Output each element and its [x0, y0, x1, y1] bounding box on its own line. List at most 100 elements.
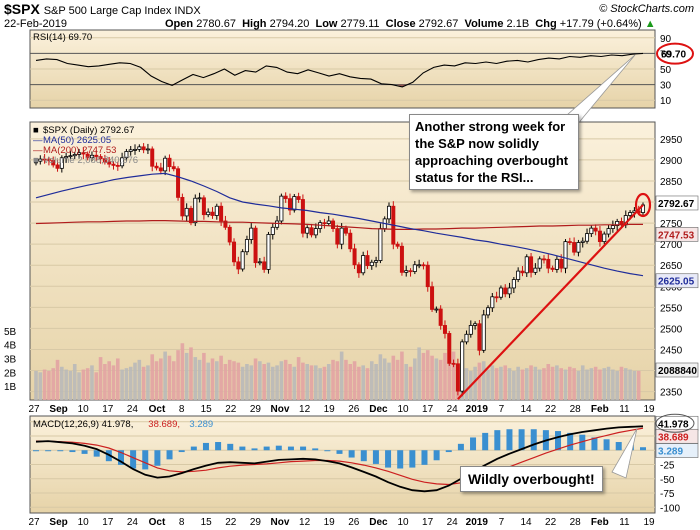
ma50-line: [35, 172, 644, 277]
volume-bar: [357, 366, 361, 400]
price-x-label: Sep: [49, 404, 67, 415]
price-legend-marker: ■: [33, 125, 39, 136]
macd-tick-label: -50: [660, 475, 675, 486]
volume-tag: [655, 362, 699, 378]
price-x-label: 14: [520, 404, 532, 415]
macd-histogram-bar: [300, 446, 307, 451]
volume-bar: [434, 358, 439, 400]
candle-body: [559, 258, 564, 269]
candle-body: [567, 241, 572, 244]
ma200-tag-text: 2747.53: [658, 230, 695, 241]
candle-body: [498, 287, 503, 298]
volume-bar: [90, 365, 94, 400]
signal-tag-text: 38.689: [658, 432, 689, 443]
ohlc-stats: Open 2780.67 High 2794.20 Low 2779.11 Cl…: [165, 18, 656, 30]
volume-bar: [417, 347, 421, 400]
macd-signal-line: [36, 427, 644, 486]
macd-histogram-bar: [275, 445, 282, 451]
price-x-label: 27: [28, 404, 40, 415]
volume-bar: [292, 366, 297, 400]
volume-bar: [94, 372, 99, 400]
volume-bar: [283, 359, 288, 400]
volume-bar: [555, 365, 559, 400]
candle-body: [55, 164, 60, 169]
macd-line: [35, 425, 644, 493]
macd-histogram-bar: [348, 450, 355, 458]
price-x-label: 22: [225, 404, 237, 415]
volume-bar: [425, 350, 430, 400]
volume-bar: [64, 369, 68, 400]
candle-body: [550, 267, 555, 270]
volume-bar: [34, 370, 38, 400]
volume-bar: [335, 361, 340, 400]
macd-histogram-bar: [409, 450, 416, 468]
volume-bar: [520, 369, 525, 400]
price-x-label: 28: [570, 404, 582, 415]
rsi-tick-label: 90: [660, 34, 672, 45]
macd-histogram-bar: [640, 447, 646, 451]
candle-body: [201, 197, 206, 216]
volume-bar: [473, 366, 477, 400]
macd-histogram-bar: [518, 429, 525, 451]
volume-bar: [288, 364, 292, 400]
volume-bar: [189, 347, 193, 400]
volume-bar: [361, 365, 365, 400]
volume-bar: [215, 361, 219, 400]
volume-bar: [111, 365, 116, 400]
candle-body: [589, 227, 594, 235]
candle-body: [343, 227, 348, 234]
volume-bar: [438, 359, 443, 400]
macd-x-label: Dec: [369, 517, 388, 528]
candle-body: [163, 157, 168, 172]
candle-body: [412, 264, 417, 272]
change-value: +17.79 (+0.64%): [559, 18, 642, 30]
candle-body: [68, 155, 73, 158]
volume-bar: [348, 364, 353, 400]
candle-body: [223, 220, 228, 228]
rsi-tick-label: 30: [660, 81, 672, 92]
macd-x-label: 24: [447, 517, 459, 528]
volume-bar: [378, 354, 383, 400]
macd-histogram-bar: [457, 443, 464, 451]
volume-bar: [197, 359, 202, 400]
macd-x-label: 14: [520, 517, 532, 528]
candle-body: [374, 260, 379, 263]
price-tick-label: 2450: [660, 345, 683, 356]
macd-callout: Wildly overbought!: [460, 466, 603, 492]
macd-histogram-bar: [567, 432, 574, 451]
candle-body: [42, 158, 47, 161]
candle-body: [481, 314, 486, 351]
candle-body: [236, 261, 241, 270]
price-tick-label: 2500: [660, 324, 683, 335]
candle-body: [473, 323, 478, 326]
candle-body: [98, 156, 103, 160]
volume-bar: [296, 357, 301, 400]
volume-bar: [270, 366, 275, 400]
volume-bar: [137, 359, 142, 400]
volume-bar: [494, 368, 499, 400]
volume-bar: [120, 369, 124, 400]
price-x-label: 12: [299, 404, 311, 415]
candle-body: [348, 232, 353, 250]
macd-histogram-bar: [227, 443, 234, 451]
macd-x-label: 26: [348, 517, 360, 528]
high-value: 2794.20: [269, 18, 310, 30]
volume-bar: [266, 362, 271, 400]
candle-body: [593, 227, 598, 232]
macd-x-label: 22: [545, 517, 557, 528]
index-name: S&P 500 Large Cap Index: [43, 5, 172, 17]
volume-bar: [533, 366, 538, 400]
volume-bar: [352, 361, 357, 400]
volume-bar: [481, 361, 486, 400]
macd-x-label: 8: [179, 517, 185, 528]
macd-histogram-bar: [385, 450, 392, 468]
macd-x-label: 10: [397, 517, 409, 528]
volume-bar: [611, 369, 615, 400]
candle-body: [430, 286, 435, 310]
volume-bar: [537, 369, 542, 400]
volume-bar: [451, 351, 456, 400]
candle-body: [210, 211, 215, 216]
volume-bar: [240, 366, 245, 400]
candle-body: [287, 198, 292, 211]
